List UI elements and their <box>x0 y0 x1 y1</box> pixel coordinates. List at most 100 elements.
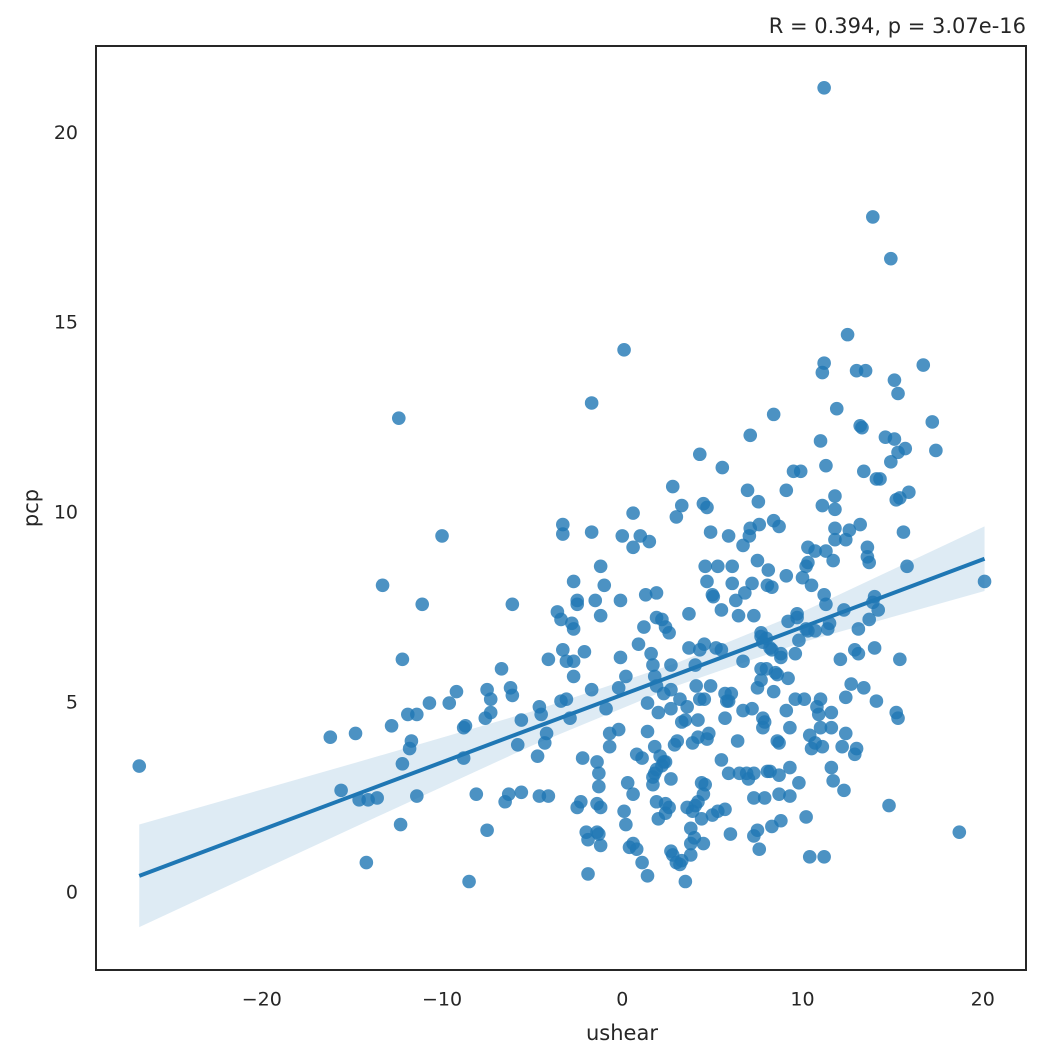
data-point <box>590 755 604 769</box>
data-point <box>745 701 759 716</box>
data-point <box>770 667 785 682</box>
data-point <box>819 544 833 558</box>
data-point <box>348 726 363 741</box>
data-point <box>629 842 644 857</box>
data-point <box>696 836 711 851</box>
data-point <box>615 529 630 543</box>
data-point <box>813 720 828 735</box>
data-point <box>664 658 678 672</box>
x-tick-label: 0 <box>616 989 628 1011</box>
data-point <box>849 741 864 756</box>
data-point <box>797 692 812 707</box>
data-point <box>483 692 498 707</box>
data-point <box>898 441 913 456</box>
data-point <box>559 692 574 707</box>
data-point <box>869 694 884 708</box>
chart-title: R = 0.394, p = 3.07e-16 <box>769 14 1026 38</box>
data-point <box>826 774 840 788</box>
data-point <box>795 570 810 585</box>
data-point <box>715 460 730 475</box>
y-tick-label: 20 <box>54 122 78 144</box>
data-point <box>480 823 494 838</box>
x-tick-label: −20 <box>242 989 282 1011</box>
data-point <box>682 641 696 655</box>
data-point <box>887 432 902 446</box>
data-point <box>756 720 770 735</box>
data-point <box>828 521 842 536</box>
data-point <box>721 529 736 543</box>
data-point <box>817 80 831 95</box>
data-point <box>842 523 857 538</box>
data-point <box>840 327 855 342</box>
data-point <box>664 701 678 716</box>
data-point <box>724 686 739 701</box>
data-point <box>566 654 581 669</box>
data-point <box>853 517 867 532</box>
data-point <box>566 622 581 636</box>
data-point <box>779 703 794 718</box>
data-point <box>435 529 449 543</box>
data-point <box>637 620 651 634</box>
x-tick-label: −10 <box>422 989 462 1011</box>
data-point <box>566 574 581 589</box>
data-point <box>422 696 437 710</box>
data-point <box>828 489 842 503</box>
x-tick-label: 10 <box>790 989 814 1011</box>
data-point <box>893 652 907 667</box>
data-point <box>783 760 797 775</box>
data-point <box>851 646 866 661</box>
data-point <box>828 532 842 547</box>
data-point <box>802 850 817 864</box>
confidence-band <box>139 526 985 928</box>
data-point <box>592 779 606 794</box>
data-point <box>334 783 348 798</box>
data-point <box>514 785 529 800</box>
data-point <box>718 711 732 726</box>
data-point <box>593 838 608 853</box>
data-point <box>815 739 830 754</box>
data-point <box>694 812 709 826</box>
data-point <box>575 751 590 765</box>
data-point <box>323 730 338 744</box>
data-point <box>662 800 676 815</box>
data-point <box>828 502 842 517</box>
data-point <box>725 559 740 574</box>
data-point <box>577 644 592 659</box>
data-point <box>711 559 725 574</box>
data-point <box>462 874 476 889</box>
data-point <box>700 574 714 589</box>
data-point <box>626 787 640 801</box>
data-point <box>730 734 745 748</box>
data-point <box>819 458 833 473</box>
data-point <box>626 540 640 555</box>
data-point <box>570 597 585 612</box>
data-point <box>593 559 608 574</box>
data-point <box>838 690 853 705</box>
data-point <box>384 719 399 733</box>
data-point <box>766 407 781 422</box>
data-point <box>640 724 655 739</box>
data-point <box>779 483 794 498</box>
data-point <box>602 739 617 754</box>
data-point <box>683 848 698 862</box>
data-point <box>556 643 570 657</box>
data-point <box>819 597 833 612</box>
data-point <box>783 789 797 803</box>
data-point <box>714 753 729 767</box>
data-point <box>747 766 761 781</box>
data-point <box>743 428 758 443</box>
data-point <box>952 825 967 839</box>
data-point <box>619 669 633 684</box>
data-point <box>613 593 628 608</box>
data-point <box>442 696 457 710</box>
data-point <box>646 777 660 792</box>
data-point <box>703 679 718 693</box>
data-point <box>799 810 813 824</box>
data-point <box>738 586 752 600</box>
data-point <box>449 684 464 699</box>
data-point <box>824 705 839 720</box>
data-point <box>682 606 696 621</box>
data-point <box>851 622 866 636</box>
data-point <box>873 472 887 486</box>
data-point <box>916 358 931 372</box>
